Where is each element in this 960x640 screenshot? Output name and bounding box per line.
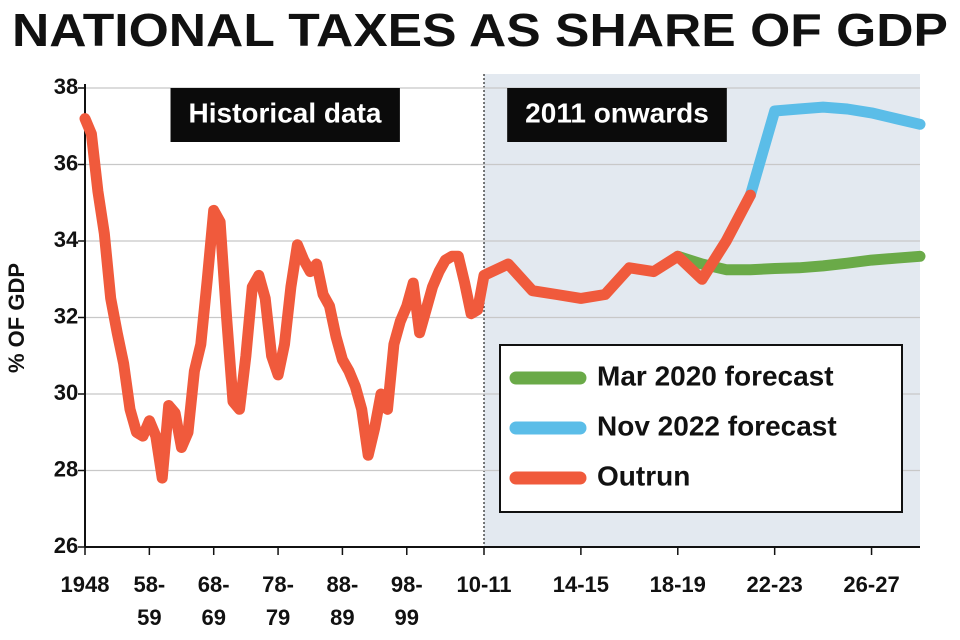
region-label-box [170, 88, 400, 142]
region-label-text: Historical data [189, 97, 382, 128]
legend-label: Nov 2022 forecast [597, 410, 837, 441]
x-tick-label: 22-23 [747, 572, 803, 597]
series-line [672, 250, 926, 276]
region-label: Historical data [170, 88, 400, 142]
x-tick-label: 14-15 [553, 572, 609, 597]
y-tick-label: 38 [54, 74, 78, 99]
legend-label: Mar 2020 forecast [597, 360, 834, 391]
y-tick-label: 36 [54, 150, 78, 175]
region-label-text: 2011 onwards [525, 97, 709, 128]
y-tick-label: 28 [54, 456, 78, 481]
x-tick-label: 88-89 [327, 572, 359, 630]
x-tick-label: 26-27 [843, 572, 899, 597]
x-tick-label: 58-59 [133, 572, 165, 630]
x-tick-label: 1948 [61, 572, 110, 597]
y-tick-label: 34 [54, 227, 79, 252]
x-tick-label: 10-11 [456, 572, 511, 597]
y-axis-label: % OF GDP [4, 263, 29, 373]
legend: Mar 2020 forecast Nov 2022 forecast Outrun [499, 344, 903, 513]
y-tick-label: 30 [54, 380, 78, 405]
x-tick-label: 98-99 [391, 572, 423, 630]
y-tick-label: 26 [54, 533, 78, 558]
chart-title: NATIONAL TAXES AS SHARE OF GDP [12, 4, 948, 56]
x-tick-label: 78-79 [262, 572, 294, 630]
x-tick-label: 18-19 [650, 572, 706, 597]
series-line [79, 113, 756, 484]
series-line [744, 101, 926, 201]
region-label-box [507, 88, 727, 142]
y-tick-label: 32 [54, 303, 78, 328]
region-label: 2011 onwards [507, 88, 727, 142]
legend-label: Outrun [597, 460, 690, 491]
x-tick-label: 68-69 [198, 572, 230, 630]
